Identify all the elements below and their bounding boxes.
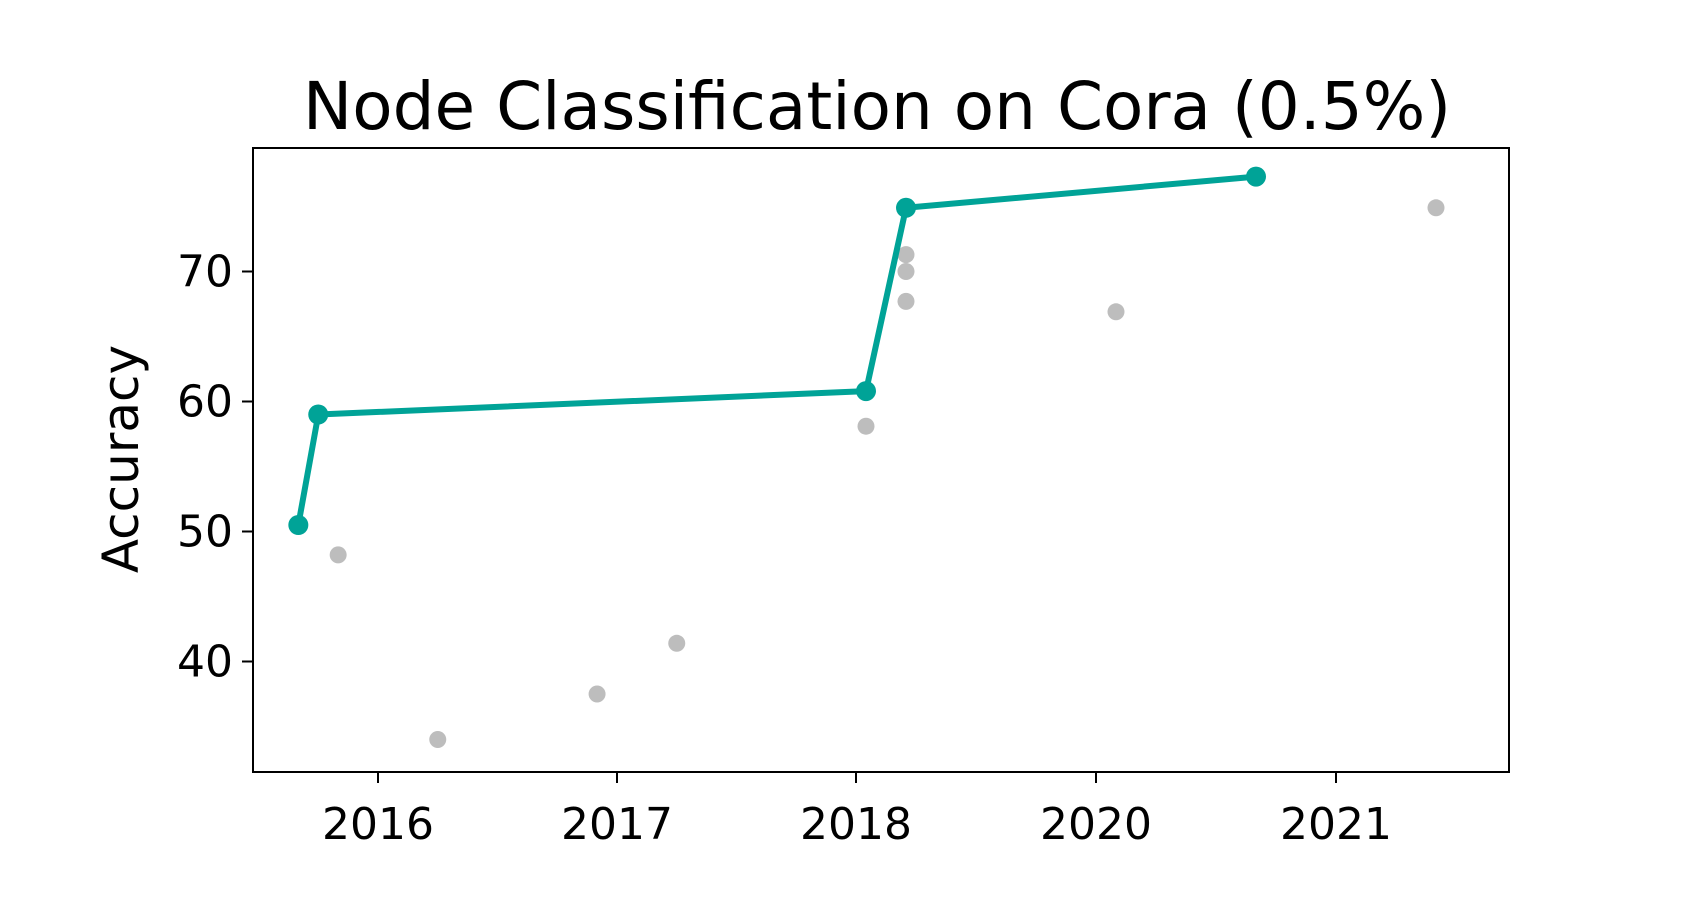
- other-result-point: [1107, 303, 1125, 321]
- sota-point: [856, 381, 876, 402]
- other-results-points: [329, 199, 1445, 748]
- other-result-point: [897, 246, 915, 264]
- y-tick-label: 60: [177, 377, 233, 428]
- x-tick-label: 2016: [322, 799, 434, 850]
- y-axis-ticks: 40 50 60 70: [177, 247, 253, 688]
- other-result-point: [429, 731, 447, 748]
- sota-point: [1246, 166, 1266, 187]
- y-tick-label: 50: [177, 507, 233, 558]
- other-result-point: [897, 292, 915, 310]
- y-tick-label: 40: [177, 637, 233, 688]
- y-axis-label: Accuracy: [92, 345, 150, 573]
- x-axis-ticks: 2016 2017 2018 2020 2021: [322, 772, 1392, 850]
- x-tick-label: 2020: [1040, 799, 1152, 850]
- chart-title: Node Classification on Cora (0.5%): [303, 68, 1451, 145]
- other-result-point: [668, 634, 686, 652]
- other-result-point: [857, 417, 875, 435]
- x-tick-label: 2018: [800, 799, 912, 850]
- other-result-point: [1427, 199, 1445, 217]
- x-tick-label: 2021: [1280, 799, 1392, 850]
- other-result-point: [897, 263, 915, 280]
- sota-point: [896, 197, 916, 218]
- other-result-point: [588, 685, 606, 703]
- state-of-the-art-series: [288, 166, 1266, 535]
- x-tick-label: 2017: [561, 799, 673, 850]
- y-tick-label: 70: [177, 247, 233, 298]
- other-result-point: [329, 546, 347, 564]
- plot-frame: [252, 147, 1510, 773]
- sota-point: [308, 404, 329, 425]
- sota-point: [288, 515, 309, 535]
